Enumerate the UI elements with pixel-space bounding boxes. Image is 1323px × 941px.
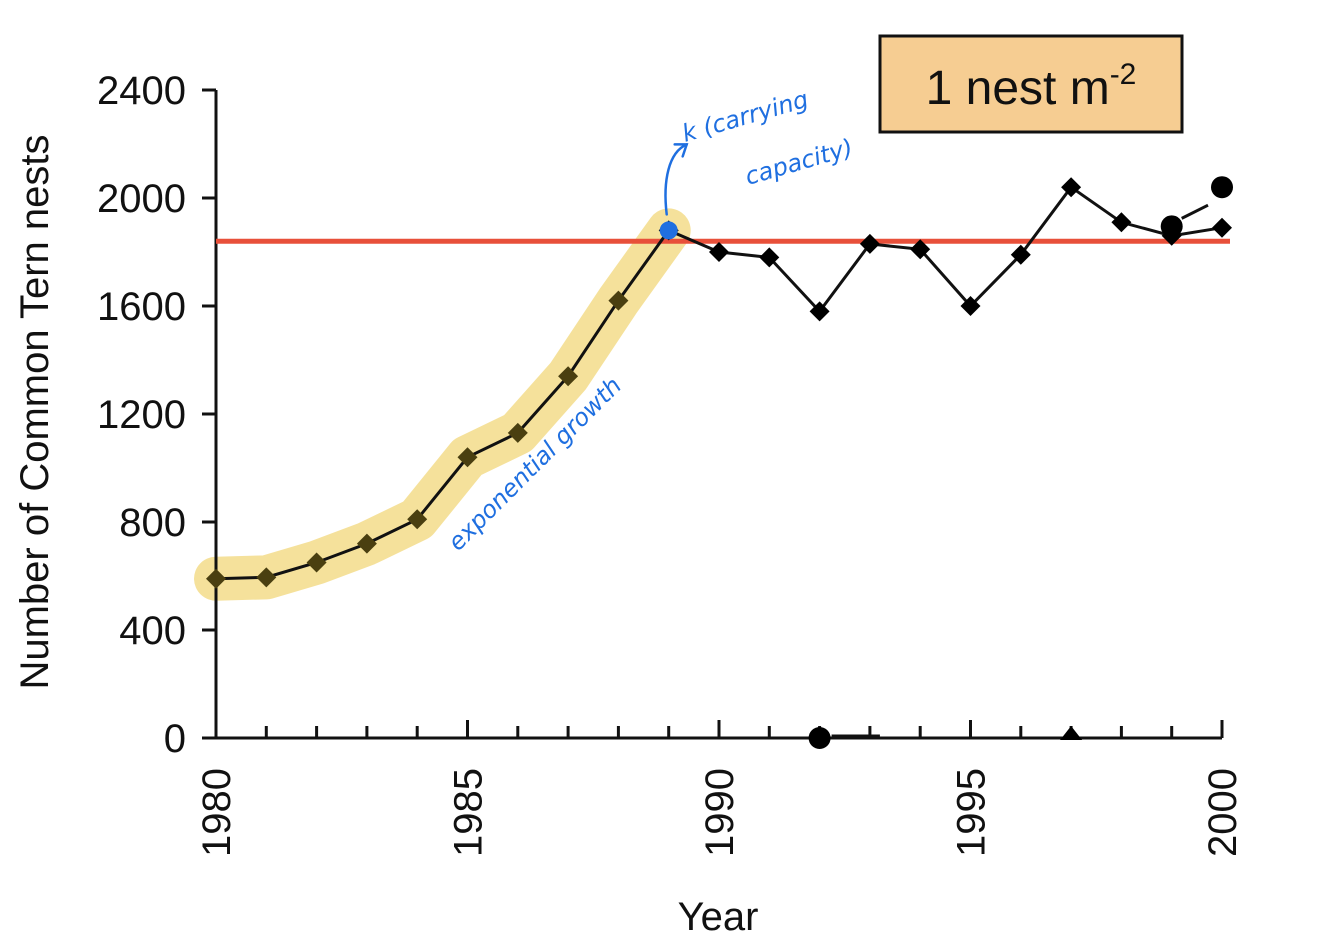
data-point [306,552,327,573]
data-point [256,567,277,588]
data-point [759,247,780,268]
carrying-capacity-marker [659,221,678,240]
y-tick-label: 2400 [97,69,186,113]
density-label-box-background [878,34,1184,134]
extra-data-point [1211,176,1233,199]
y-tick-label: 1200 [97,393,186,437]
y-tick-label: 2000 [97,177,186,221]
x-tick-label: 1990 [698,768,742,857]
data-point [809,301,830,322]
y-axis-title: Number of Common Tern nests [13,134,57,689]
density-label: 1 nest m-2 [926,58,1137,115]
y-tick-label: 400 [119,609,186,653]
extra-data-point [808,727,831,749]
carrying-capacity-note-line1: k (carrying [679,85,812,148]
data-point [356,533,377,554]
y-tick-label: 1600 [97,285,186,329]
data-point [608,290,629,311]
data-point [1010,244,1031,265]
x-tick-label: 1980 [195,768,239,857]
density-label-base: 1 nest m [926,62,1110,115]
carrying-capacity-arrow [664,143,688,216]
extra-connector [1181,203,1209,220]
extra-data-point [1060,726,1083,740]
data-point [507,422,528,443]
data-point [558,366,579,387]
x-tick-label: 1995 [950,768,994,857]
density-label-exponent: -2 [1110,58,1137,91]
x-tick-label: 1985 [447,768,491,857]
data-point [1061,177,1082,198]
data-point [407,509,428,530]
carrying-capacity-arrowhead [673,143,689,158]
annotations [659,143,689,240]
data-point [859,233,880,254]
data-point [457,447,478,468]
extra-data-point [1160,215,1183,238]
data-point [1212,217,1232,238]
series-group [206,176,1233,749]
x-axis-title: Year [678,895,759,939]
data-point [709,242,729,262]
data-point [910,239,931,260]
density-label-box: 1 nest m-2 [878,34,1184,134]
data-point [1111,212,1132,233]
y-tick-label: 800 [119,501,186,545]
carrying-capacity-note-line2: capacity) [742,133,856,190]
data-point [206,568,226,589]
x-tick-label: 2000 [1201,768,1245,857]
data-point [960,296,981,316]
y-tick-label: 0 [164,717,186,761]
axes: 0 400 800 1200 1600 2000 2400 1980 1985 1990 1995 2… [97,69,1245,857]
